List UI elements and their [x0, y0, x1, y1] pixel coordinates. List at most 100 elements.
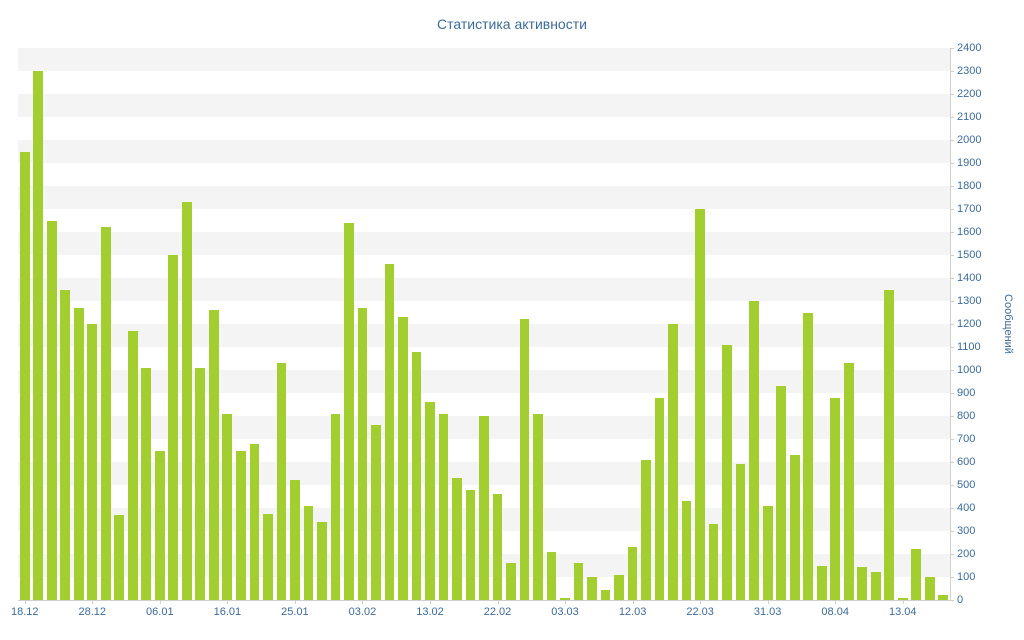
bar [141, 367, 152, 600]
y-axis-tick-label: 600 [957, 456, 976, 468]
x-axis-tick [24, 600, 26, 604]
x-axis-tick [767, 600, 769, 604]
bar [398, 317, 408, 600]
y-axis-tick-label: 300 [957, 525, 976, 537]
y-axis-tick [950, 208, 954, 210]
plot-area [18, 48, 951, 601]
y-axis-tick-label: 1100 [957, 341, 981, 353]
y-axis-tick [950, 70, 954, 72]
x-axis-tick-label: 06.01 [146, 606, 174, 618]
y-axis-tick [950, 599, 954, 601]
bar [87, 324, 98, 600]
bar [208, 310, 219, 600]
y-axis-tick-label: 2400 [957, 42, 982, 54]
y-axis-tick [950, 116, 954, 118]
bar [816, 565, 827, 600]
bar [33, 71, 44, 600]
bar [465, 489, 476, 600]
bar [236, 450, 246, 600]
x-axis-tick [700, 600, 702, 604]
y-axis-tick [950, 438, 954, 440]
bar [654, 397, 665, 600]
x-axis-tick [835, 600, 837, 604]
bar [843, 363, 854, 600]
y-axis-tick-label: 2100 [957, 111, 982, 123]
bar [708, 524, 719, 600]
plot-band [18, 94, 950, 117]
y-axis-tick-label: 1700 [957, 203, 982, 215]
x-axis-tick-label: 18.12 [10, 606, 39, 618]
x-axis-tick [902, 600, 904, 604]
bar [330, 413, 341, 600]
x-axis-tick-label: 08.04 [821, 606, 849, 618]
y-axis-tick-label: 2000 [957, 134, 982, 146]
bar [857, 566, 868, 600]
bar [600, 589, 611, 600]
x-axis-tick-label: 28.12 [78, 606, 107, 618]
plot-band [18, 324, 950, 347]
bar [492, 494, 503, 600]
y-axis-tick-label: 400 [957, 502, 976, 514]
bar [587, 577, 597, 600]
bar [222, 413, 233, 600]
y-axis-tick-label: 200 [957, 548, 976, 560]
bar [668, 324, 678, 600]
y-axis-tick-label: 700 [957, 433, 976, 445]
x-axis-tick [429, 600, 431, 604]
y-axis-tick [950, 346, 954, 348]
bar [371, 425, 381, 600]
plot-band [18, 48, 950, 71]
bar [560, 597, 570, 600]
bar [884, 289, 895, 600]
bar [641, 459, 651, 600]
chart-title: Статистика активности [437, 16, 587, 32]
bar [411, 351, 422, 600]
bar [114, 514, 125, 600]
y-axis-tick-label: 0 [957, 594, 964, 606]
bar [627, 547, 638, 600]
x-axis-tick-label: 03.02 [348, 606, 377, 618]
y-axis-tick [950, 415, 954, 417]
x-axis-tick [294, 600, 296, 604]
bar [546, 551, 557, 600]
bar [357, 307, 368, 600]
bar [438, 413, 449, 600]
x-axis-tick [159, 600, 161, 604]
bar [73, 307, 84, 600]
bar [60, 289, 71, 600]
bar [384, 264, 395, 600]
bar [263, 513, 273, 600]
y-axis-tick [950, 392, 954, 394]
plot-band [18, 370, 950, 393]
bar [181, 202, 192, 600]
y-axis-tick-label: 100 [957, 571, 976, 583]
bar [573, 563, 584, 600]
bar [776, 386, 786, 600]
x-axis-tick-label: 22.03 [686, 606, 714, 618]
bar [452, 478, 462, 600]
y-axis-tick-label: 1600 [957, 226, 982, 238]
y-axis-tick [950, 507, 954, 509]
x-axis-tick [565, 600, 567, 604]
bar [870, 572, 881, 600]
bar [276, 363, 287, 600]
bar [789, 455, 800, 600]
x-axis-tick [632, 600, 634, 604]
bar [127, 330, 138, 600]
y-axis-tick [950, 47, 954, 49]
bar [614, 574, 624, 600]
bar [168, 255, 179, 600]
x-axis-tick-label: 13.04 [888, 606, 917, 618]
bar [533, 413, 543, 600]
y-axis-tick-label: 2300 [957, 65, 982, 77]
y-axis-tick [950, 231, 954, 233]
y-axis-tick-label: 500 [957, 479, 976, 491]
x-axis-tick-label: 22.02 [483, 606, 512, 618]
plot-band [18, 278, 950, 301]
y-axis-tick-label: 1800 [957, 180, 982, 192]
y-axis-title: Сообщений [1002, 294, 1014, 354]
bar [290, 480, 300, 600]
y-axis-tick [950, 93, 954, 95]
bar [735, 464, 746, 600]
bar [100, 227, 111, 600]
